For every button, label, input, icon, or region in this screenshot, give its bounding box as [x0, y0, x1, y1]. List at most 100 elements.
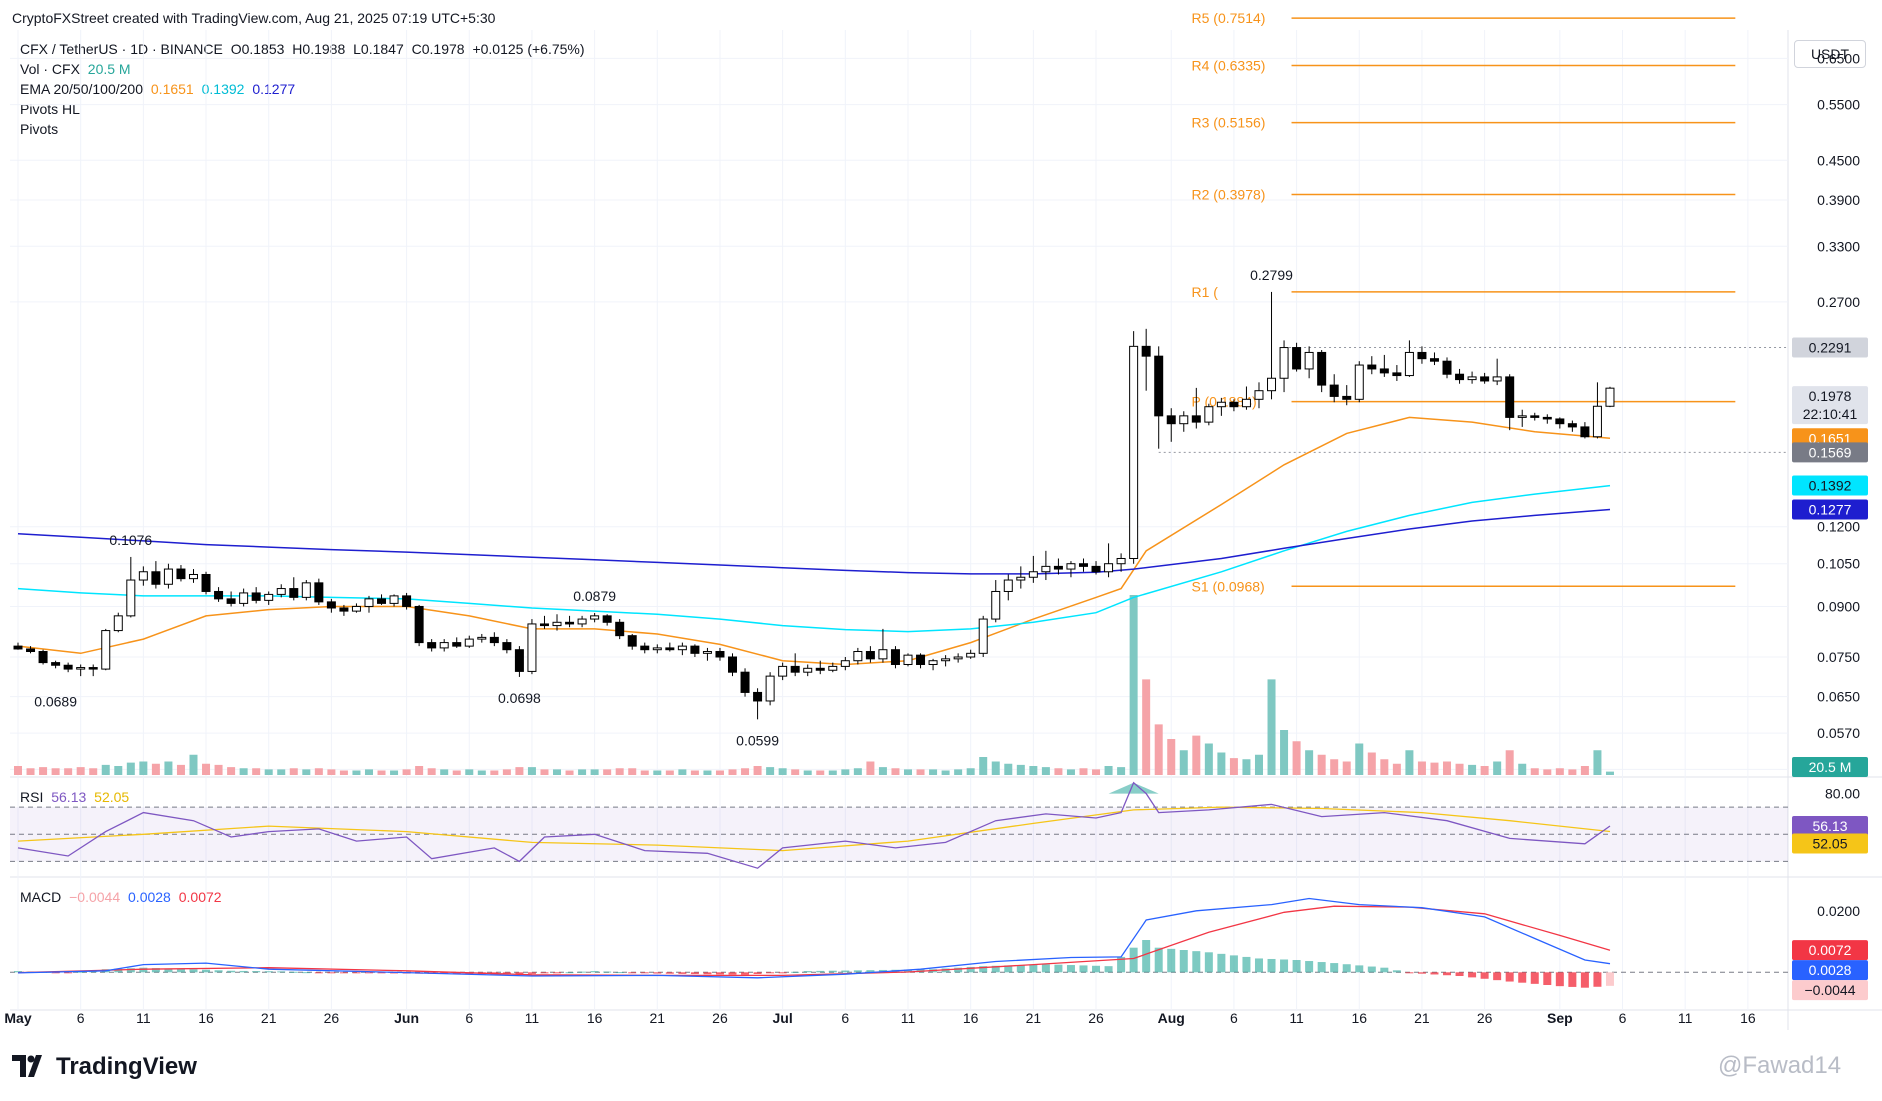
candle-body — [1003, 579, 1013, 592]
rsi-ma-line — [17, 806, 1611, 852]
volume-legend[interactable]: Vol · CFX 20.5 M — [20, 59, 589, 79]
ema50-value: 0.1392 — [201, 81, 245, 97]
macd-hist-bar — [1204, 952, 1213, 973]
candle-body — [351, 605, 361, 612]
symbol-line[interactable]: CFX / TetherUS · 1D · BINANCE O0.1853 H0… — [20, 39, 589, 59]
macd-hist-bar — [1142, 940, 1151, 973]
candle-body — [677, 645, 687, 651]
symbol-name[interactable]: CFX / TetherUS · 1D · BINANCE — [20, 41, 223, 57]
price-tag-text: 0.1651 — [1809, 430, 1852, 446]
candle-body — [552, 621, 562, 627]
candle-body — [377, 598, 387, 604]
author-watermark: @Fawad14 — [1718, 1052, 1842, 1079]
candle-body — [151, 571, 161, 585]
volume-bar — [916, 769, 925, 775]
tradingview-logo[interactable]: TradingView — [12, 1053, 197, 1081]
rsi-tag-text: 56.13 — [1812, 818, 1847, 834]
macd-hist-bar — [1355, 965, 1364, 973]
volume-bar — [415, 766, 424, 775]
volume-bar — [1468, 764, 1477, 775]
ema-lines — [17, 416, 1611, 666]
volume-bar — [741, 768, 750, 775]
price-tag — [1792, 337, 1868, 358]
macd-hist-bar — [289, 971, 298, 973]
candle-body — [26, 648, 36, 653]
macd-hist-bar — [553, 972, 562, 974]
pivots-legend[interactable]: Pivots — [20, 121, 59, 137]
macd-hist-bar — [314, 972, 323, 974]
candle-body — [1179, 415, 1189, 425]
candle-body — [163, 568, 173, 585]
macd-hist-bar — [1167, 948, 1176, 973]
volume-bar — [1079, 768, 1088, 775]
ohlc-high: H0.1988 — [292, 41, 346, 57]
macd-hist-bar — [803, 971, 812, 973]
pivot-label: R4 (0.6335) — [1192, 57, 1266, 73]
macd-hist-bar — [1367, 966, 1376, 973]
volume-bar — [878, 767, 887, 775]
rsi-overbought-fill — [1108, 782, 1159, 794]
volume-bar — [866, 761, 875, 775]
volume-bar — [853, 768, 862, 775]
macd-hist-bar — [377, 972, 386, 974]
volume-tag-text: 20.5 M — [1809, 759, 1852, 775]
volume-bar — [1380, 759, 1389, 775]
candle-body — [88, 667, 98, 670]
macd-hist-bar — [1555, 972, 1564, 987]
rsi-legend[interactable]: RSI 56.13 52.05 — [20, 787, 133, 807]
candle-body — [652, 647, 662, 651]
volume-bar — [1016, 764, 1025, 775]
volume-bar — [540, 769, 549, 775]
volume-bar — [1518, 763, 1527, 775]
macd-hist-bar — [1117, 956, 1126, 973]
volume-bar — [502, 769, 511, 775]
swing-label: 0.0599 — [736, 732, 779, 748]
candle-body — [188, 573, 198, 580]
time-tick: 6 — [77, 1010, 85, 1026]
candle-body — [665, 647, 675, 651]
currency-selector[interactable]: USDT — [1794, 40, 1866, 68]
volume-bar — [377, 770, 386, 775]
rsi-line — [17, 781, 1611, 869]
macd-line-value: 0.0028 — [128, 889, 171, 905]
volume-bar — [1417, 761, 1426, 775]
ema-legend[interactable]: EMA 20/50/100/200 0.1651 0.1392 0.1277 — [20, 79, 589, 99]
volume-bar — [728, 769, 737, 775]
volume-bar — [665, 770, 674, 775]
candle-body — [853, 651, 863, 662]
volume-bar — [715, 770, 724, 775]
macd-hist-bar — [979, 966, 988, 973]
time-tick: May — [4, 1010, 31, 1026]
candle-body — [1367, 364, 1377, 370]
volume-bar — [64, 768, 73, 775]
volume-bar — [164, 761, 173, 775]
price-tag — [1792, 386, 1868, 425]
macd-hist-bar — [966, 966, 975, 973]
candle-body — [627, 635, 637, 647]
candle-body — [1392, 372, 1402, 377]
candle-body — [1053, 565, 1063, 570]
price-tag-text: 0.1277 — [1809, 501, 1852, 517]
candle-body — [765, 675, 775, 702]
candle-body — [1129, 345, 1139, 559]
macd-signal-line — [17, 905, 1611, 977]
candlesticks — [13, 291, 1615, 720]
macd-hist-bar — [1417, 972, 1426, 974]
price-tag — [1792, 475, 1868, 496]
volume-bar — [214, 764, 223, 775]
time-tick: 26 — [712, 1010, 728, 1026]
macd-hist-bar — [1330, 963, 1339, 973]
volume-bar — [239, 768, 248, 775]
macd-hist-bar — [540, 972, 549, 974]
volume-bar — [114, 766, 123, 775]
pivot-label: P (0.1884) — [1192, 394, 1257, 410]
candle-body — [1555, 418, 1565, 425]
macd-legend[interactable]: MACD −0.0044 0.0028 0.0072 — [20, 887, 226, 907]
macd-hist-bar — [189, 969, 198, 973]
volume-bar — [277, 769, 286, 775]
pivot-label: S1 (0.0968) — [1192, 578, 1265, 594]
volume-bar — [465, 769, 474, 775]
candle-body — [1254, 390, 1264, 400]
macd-hist-bar — [753, 972, 762, 975]
